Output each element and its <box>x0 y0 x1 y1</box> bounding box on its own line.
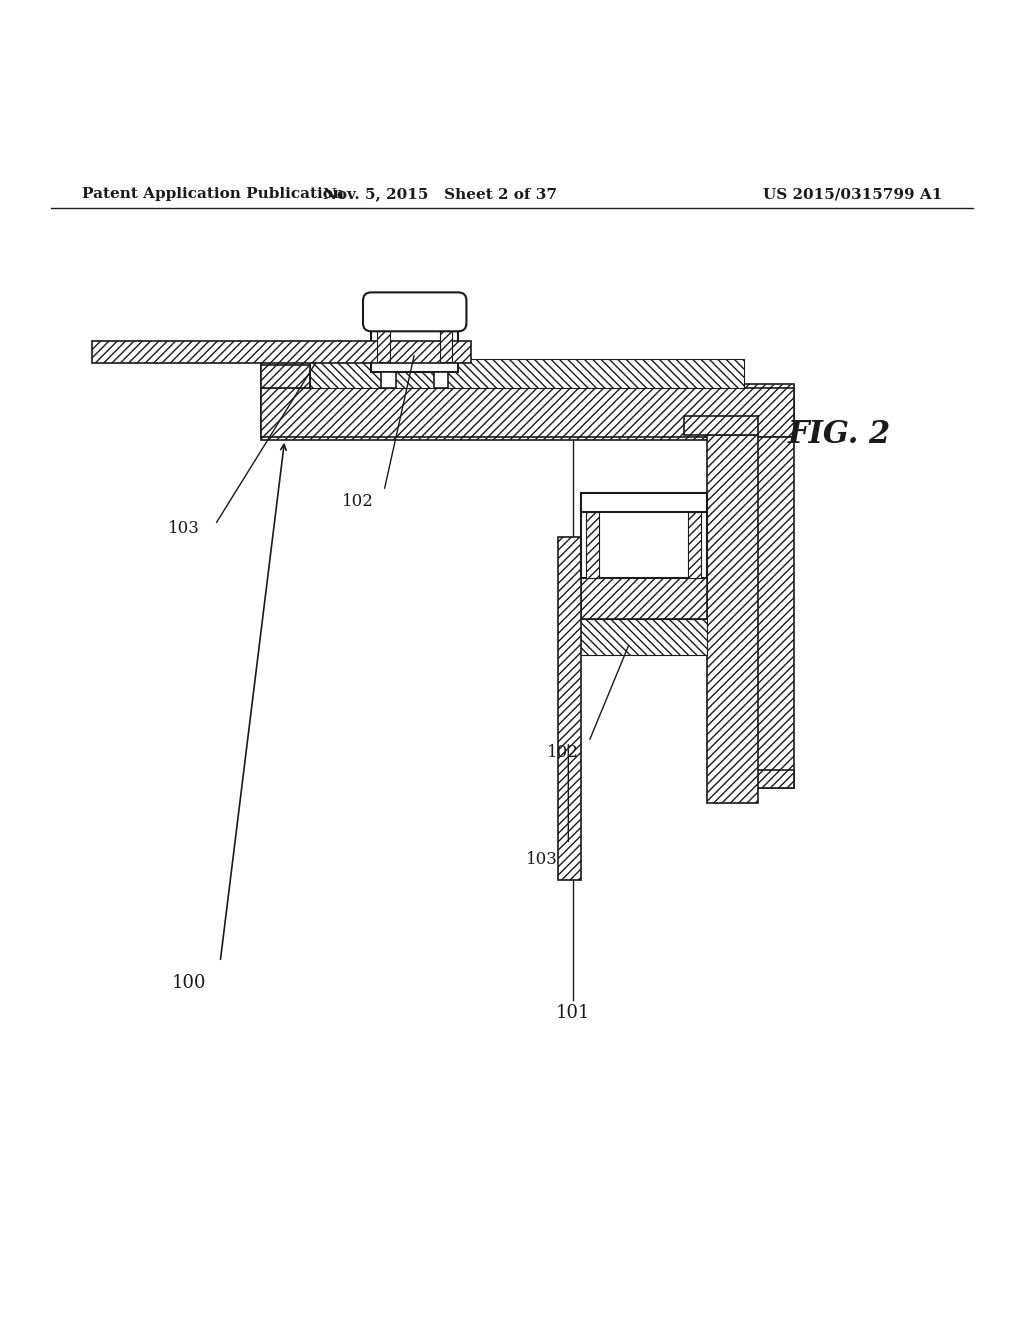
Text: 101: 101 <box>556 1005 591 1022</box>
Polygon shape <box>719 770 794 788</box>
Polygon shape <box>92 341 471 363</box>
Text: 102: 102 <box>342 492 374 510</box>
Polygon shape <box>586 512 599 578</box>
Text: 103: 103 <box>168 520 200 537</box>
Polygon shape <box>688 512 701 578</box>
Text: 102: 102 <box>547 743 579 760</box>
Polygon shape <box>558 619 707 655</box>
FancyBboxPatch shape <box>364 293 467 331</box>
Bar <box>372 313 459 372</box>
Polygon shape <box>707 434 758 804</box>
Polygon shape <box>310 359 744 388</box>
Polygon shape <box>261 358 317 384</box>
Text: 100: 100 <box>172 974 207 991</box>
Polygon shape <box>310 372 505 388</box>
Polygon shape <box>378 323 390 362</box>
Bar <box>382 372 396 388</box>
Bar <box>581 494 707 512</box>
Polygon shape <box>261 366 310 388</box>
Bar <box>434 372 449 388</box>
Polygon shape <box>440 323 453 362</box>
Polygon shape <box>701 496 722 619</box>
Polygon shape <box>261 388 794 437</box>
Bar <box>581 507 707 578</box>
Polygon shape <box>261 384 794 440</box>
Text: FIG. 2: FIG. 2 <box>788 420 891 450</box>
Text: US 2015/0315799 A1: US 2015/0315799 A1 <box>763 187 942 201</box>
Polygon shape <box>684 416 758 434</box>
Text: 103: 103 <box>526 851 558 869</box>
Polygon shape <box>558 537 581 880</box>
Polygon shape <box>581 578 707 619</box>
Text: Patent Application Publication: Patent Application Publication <box>82 187 344 201</box>
Polygon shape <box>744 437 794 788</box>
Text: Nov. 5, 2015   Sheet 2 of 37: Nov. 5, 2015 Sheet 2 of 37 <box>324 187 557 201</box>
